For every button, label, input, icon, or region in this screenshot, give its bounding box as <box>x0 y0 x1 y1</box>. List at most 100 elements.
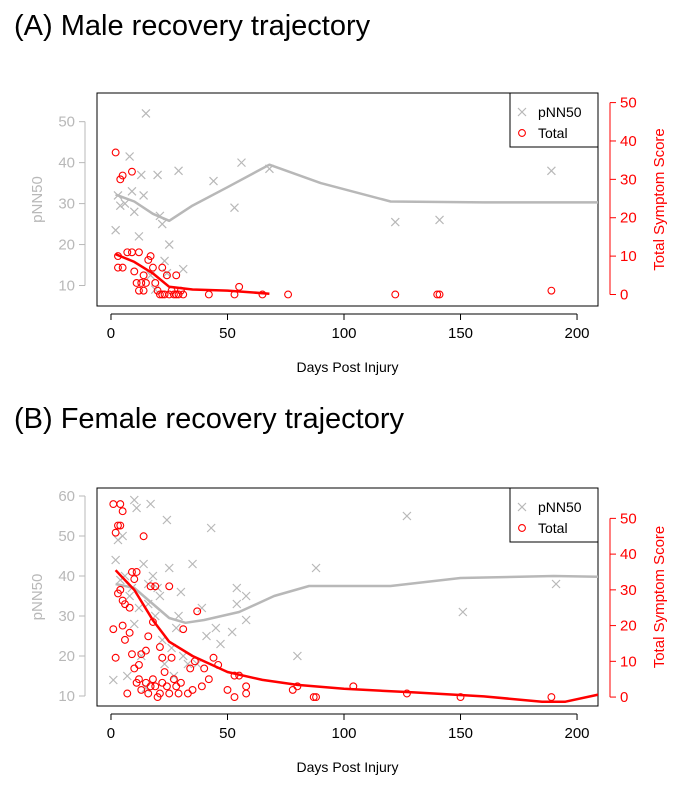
chart-0-total-point <box>547 286 556 295</box>
chart-1-total-point <box>456 693 465 702</box>
chart-1-left-axis-label: pNN50 <box>29 574 46 621</box>
chart-1-pnn50-point <box>155 591 165 601</box>
chart-1-pnn50-point <box>125 591 135 601</box>
chart-0-total-point <box>435 290 444 299</box>
chart-0-total-point <box>118 263 127 272</box>
chart-1-total-point <box>288 685 297 694</box>
chart-0-x-tick-label: 200 <box>565 325 590 342</box>
chart-0-pnn50-point <box>120 199 130 209</box>
chart-1-total-point <box>230 693 239 702</box>
chart-1-pnn50-point <box>111 555 121 565</box>
chart-0-pnn50-point <box>115 201 125 211</box>
chart-0-pnn50-point <box>230 203 239 213</box>
chart-1-right-tick-label: 40 <box>620 546 637 563</box>
chart-1-total-point <box>188 685 197 694</box>
chart-1-total-point <box>197 682 206 691</box>
chart-0-total-point <box>146 252 155 261</box>
chart-0-total-point <box>141 279 150 287</box>
chart-1-left-tick-label: 20 <box>58 648 75 665</box>
chart-1-pnn50-point <box>227 627 237 637</box>
chart-0-total-point <box>172 271 181 280</box>
chart-0-right-tick-label: 10 <box>620 248 637 265</box>
chart-1-pnn50-point <box>311 563 321 573</box>
chart-1-pnn50-point <box>197 603 207 613</box>
chart-1-total-point <box>155 643 164 651</box>
chart-0-pnn50-point <box>127 186 137 196</box>
chart-0-right-tick-label: 0 <box>620 286 628 303</box>
chart-1-legend-box <box>509 487 599 543</box>
chart-0-total-point <box>158 263 167 272</box>
chart-1-x-tick-label: 200 <box>565 725 590 742</box>
chart-1-pnn50-point <box>241 615 251 625</box>
chart-0-total-point <box>128 248 136 257</box>
chart-1-total-point <box>109 625 118 634</box>
chart-1-pnn50-point <box>551 579 561 589</box>
chart-1-right-tick-label: 0 <box>620 689 628 706</box>
chart-1-total-point <box>128 568 136 576</box>
chart-0-total-point <box>130 267 139 276</box>
chart-0-pnn50-point <box>209 176 218 186</box>
chart-1-left-tick-label: 60 <box>58 488 75 505</box>
chart-0-pnn50-point <box>435 215 444 225</box>
chart-1-pnn50-point <box>232 599 242 609</box>
chart-1-total-point <box>167 653 176 662</box>
chart-0-right-tick-label: 30 <box>620 171 637 188</box>
chart-0-total-point <box>162 271 171 280</box>
chart-1-pnn50-trend-line <box>115 574 598 625</box>
chart-0-pnn50-point <box>237 158 246 168</box>
chart-1-pnn50-point <box>174 611 183 621</box>
chart-0-total-point <box>284 290 293 299</box>
chart-1-total-point <box>204 675 213 684</box>
chart-0-total-point <box>204 290 213 299</box>
chart-1-total-point <box>141 646 150 655</box>
chart-1-total-point <box>148 675 157 684</box>
chart-0-pnn50-point <box>136 170 146 180</box>
chart-1-total-point <box>123 689 132 698</box>
chart-0-total-point <box>139 286 148 295</box>
chart-0-pnn50-point <box>125 152 135 161</box>
chart-1-x-axis-label: Days Post Injury <box>297 759 399 775</box>
chart-0-total-point <box>134 248 143 257</box>
chart-0-total-point <box>391 290 400 299</box>
chart-0-left-tick-label: 20 <box>58 237 75 254</box>
chart-1-total-point <box>111 528 120 537</box>
chart-1-total-point <box>309 693 318 702</box>
chart-1-total-point <box>242 689 251 698</box>
chart-1-total-point <box>242 682 251 691</box>
chart-1-total-point <box>158 653 167 662</box>
chart-0-legend-pnn50-label: pNN50 <box>538 104 582 120</box>
chart-1-total-point <box>151 682 160 691</box>
chart-0-total-point <box>153 286 162 295</box>
chart-1-pnn50-point <box>162 515 172 525</box>
chart-1-pnn50-point <box>148 571 158 581</box>
chart-1-legend-pnn50-label: pNN50 <box>538 499 582 515</box>
chart-1-total-point <box>116 585 125 594</box>
chart-1-total-point <box>174 689 183 698</box>
chart-1-total-point <box>130 575 139 584</box>
chart-1-total-point <box>130 664 139 673</box>
chart-0-total-point <box>111 148 120 157</box>
chart-1-pnn50-point <box>171 623 181 633</box>
chart-0-total-trend-line <box>115 253 270 295</box>
chart-0-total-point <box>114 263 122 272</box>
chart-1-legend-total-label: Total <box>538 520 568 536</box>
chart-0-total-point <box>144 255 153 264</box>
chart-0-right-tick-label: 50 <box>620 95 637 112</box>
chart-0-left-tick-label: 30 <box>58 196 75 213</box>
chart-1-pnn50-point <box>188 559 197 569</box>
chart-1-pnn50-point <box>129 495 139 505</box>
chart-0-total-point <box>128 167 136 176</box>
chart-1-total-point <box>146 682 155 691</box>
chart-1-pnn50-point <box>202 631 211 641</box>
chart-1-pnn50-point <box>211 623 221 633</box>
chart-1-total-point <box>128 650 136 659</box>
panel-a-title: (A) Male recovery trajectory <box>14 10 371 42</box>
chart-1-total-point <box>141 678 150 687</box>
chart-0-total-point <box>155 290 164 299</box>
chart-1-x-tick-label: 50 <box>219 725 236 742</box>
chart-1-total-point <box>137 685 146 694</box>
chart-0-legend-total-label: Total <box>538 125 568 141</box>
chart-1-total-point <box>402 689 411 698</box>
chart-1-total-point <box>200 664 209 673</box>
chart-0-pnn50-point <box>141 109 151 118</box>
